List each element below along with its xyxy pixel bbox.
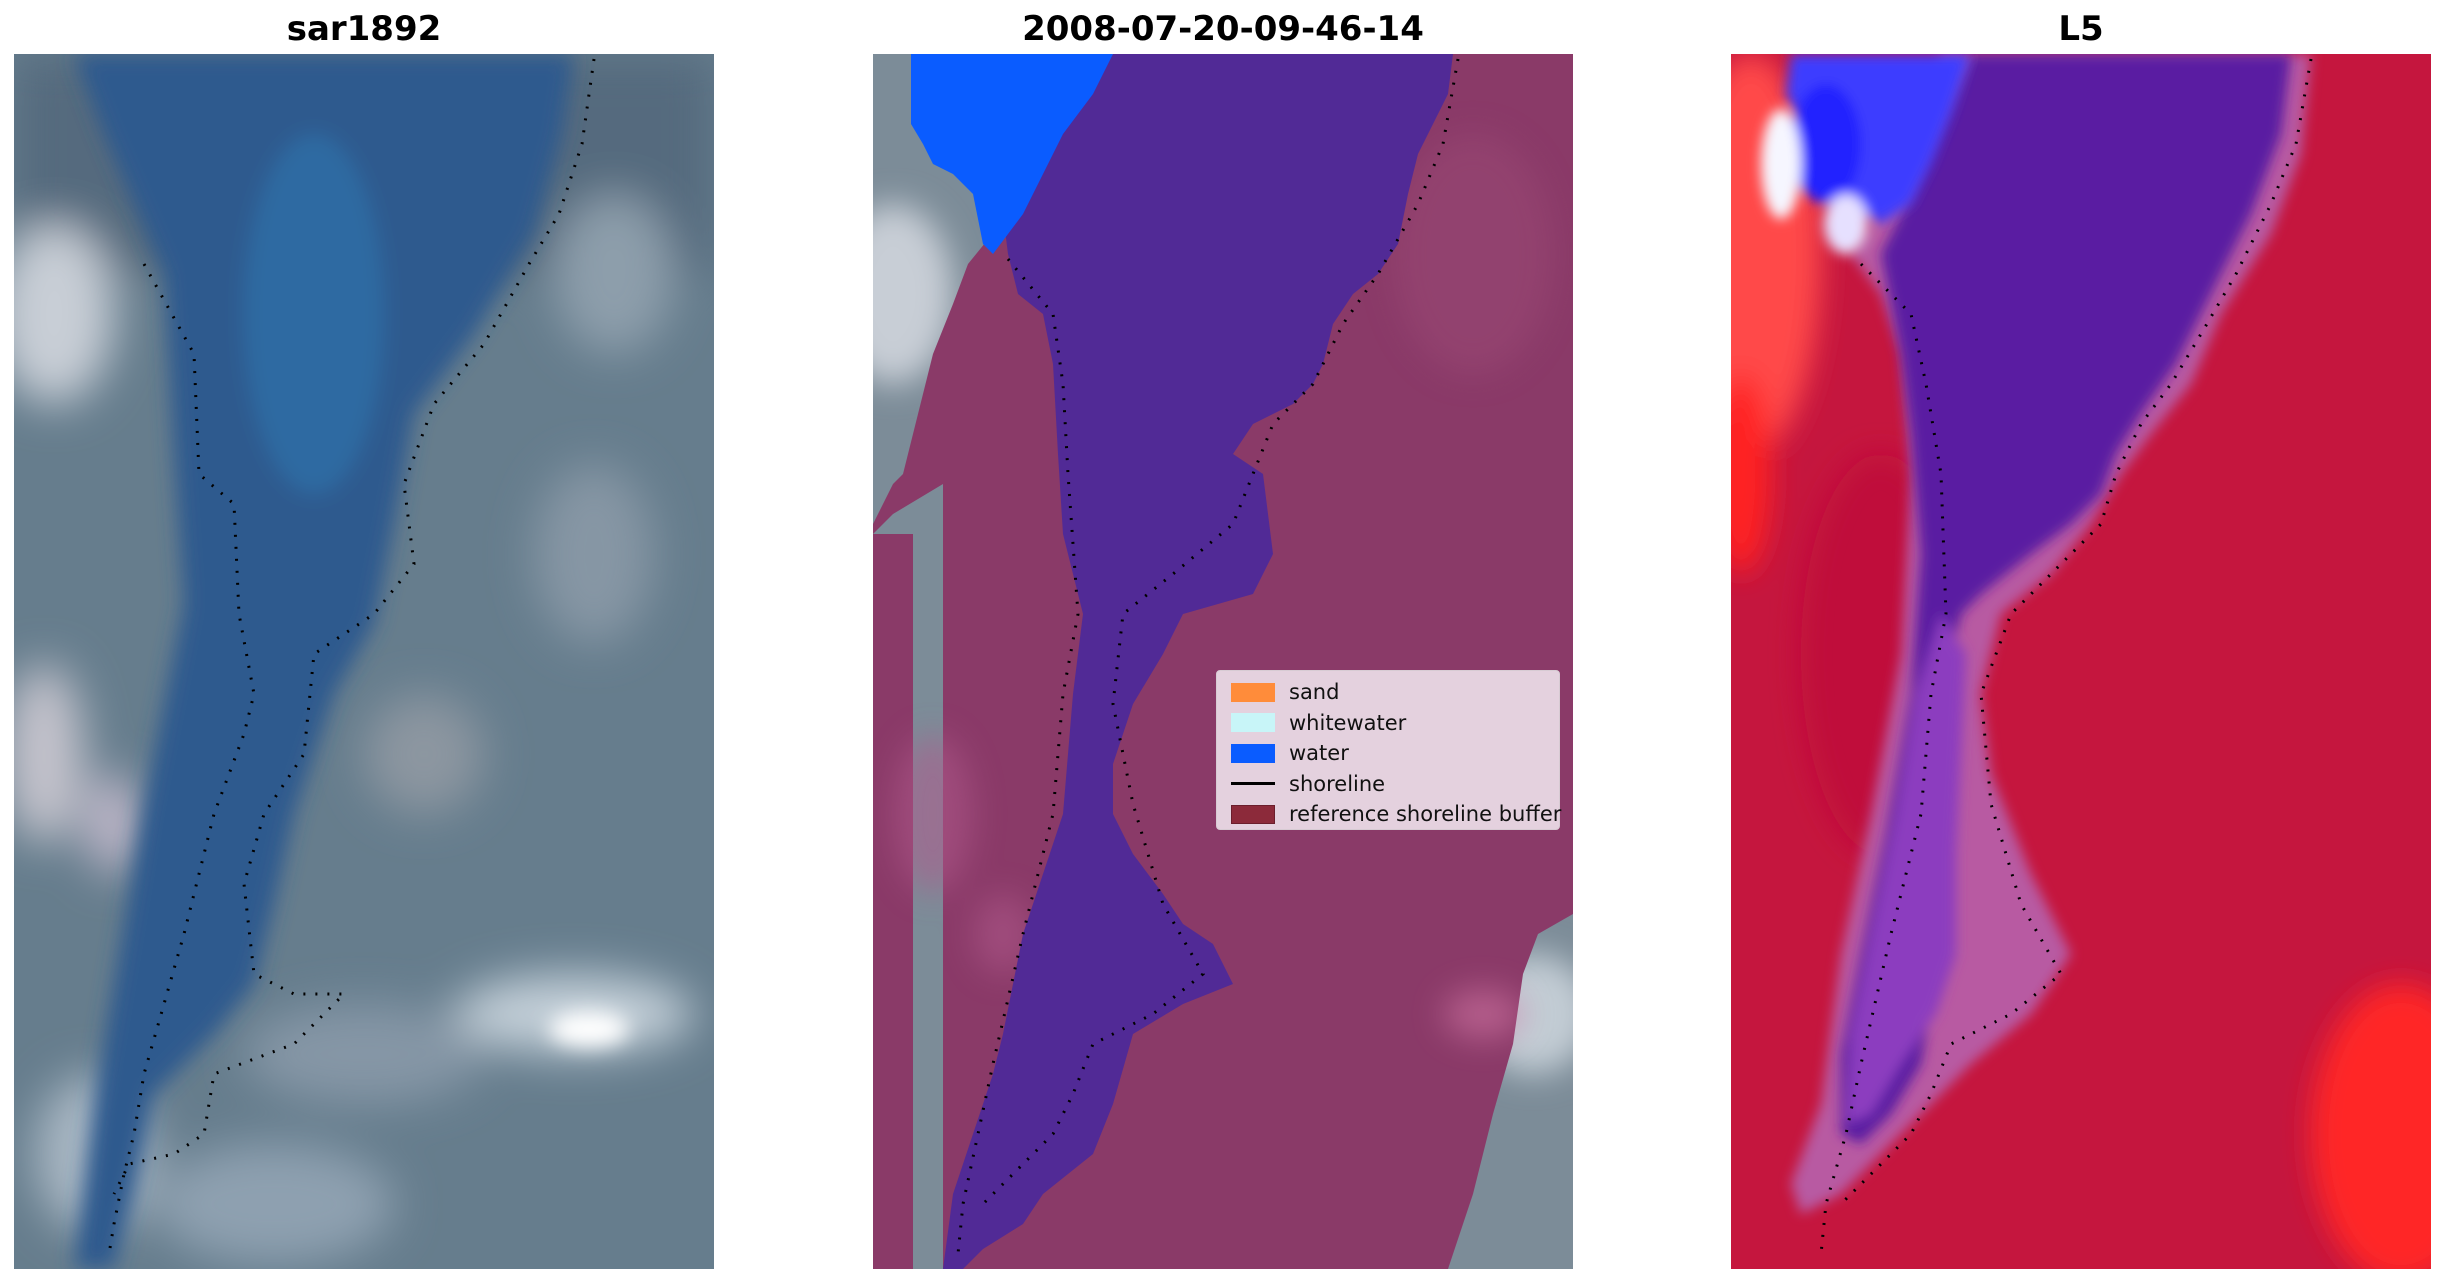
legend-item-whitewater: whitewater xyxy=(1231,708,1559,739)
legend-item-shoreline: shoreline xyxy=(1231,769,1559,800)
legend-swatch-shoreline xyxy=(1231,782,1275,786)
legend-label-reference-buffer: reference shoreline buffer xyxy=(1289,802,1562,827)
legend-label-water: water xyxy=(1289,741,1349,766)
legend-label-sand: sand xyxy=(1289,680,1340,705)
legend-item-reference-buffer: reference shoreline buffer xyxy=(1231,799,1562,830)
legend-item-sand: sand xyxy=(1231,677,1559,708)
panel-title-mndwi: L5 xyxy=(2058,9,2104,49)
mndwi-image xyxy=(1731,54,2431,1269)
classification-image xyxy=(873,54,1573,1269)
legend-label-shoreline: shoreline xyxy=(1289,771,1386,796)
rgb-image xyxy=(14,54,714,1269)
classification-panel xyxy=(873,54,1573,1269)
legend-label-whitewater: whitewater xyxy=(1289,710,1407,735)
legend-swatch-whitewater xyxy=(1231,713,1275,733)
panel-title-classification: 2008-07-20-09-46-14 xyxy=(1022,9,1424,49)
rgb-image-panel xyxy=(14,54,714,1269)
legend-swatch-sand xyxy=(1231,682,1275,702)
legend: sand whitewater water shoreline referenc… xyxy=(1216,670,1562,830)
panel-title-rgb: sar1892 xyxy=(286,9,442,49)
mndwi-panel xyxy=(1731,54,2431,1269)
legend-item-water: water xyxy=(1231,738,1559,769)
legend-swatch-water xyxy=(1231,743,1275,763)
legend-swatch-reference-buffer xyxy=(1231,804,1275,824)
